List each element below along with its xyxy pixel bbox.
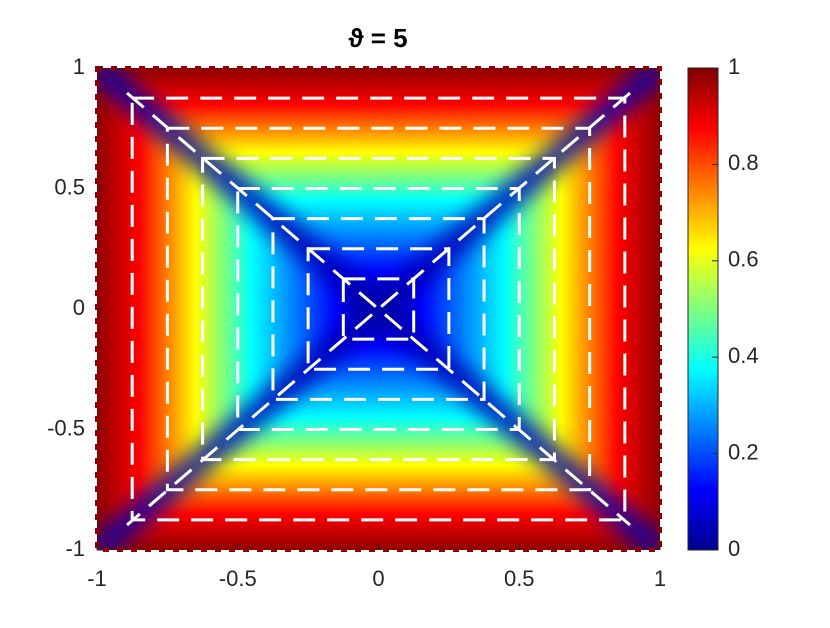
- x-tick-label: 1: [654, 566, 666, 591]
- colorbar-tick-label: 0.6: [728, 247, 759, 272]
- colorbar-tick-label: 1: [728, 54, 740, 79]
- y-tick-label: 0.5: [54, 174, 85, 199]
- y-tick-label: -0.5: [47, 415, 85, 440]
- y-tick-label: -1: [65, 536, 85, 561]
- x-tick-label: -0.5: [219, 566, 257, 591]
- director-line: [126, 91, 631, 527]
- y-tick-label: 0: [73, 295, 85, 320]
- director-line: [201, 156, 556, 462]
- x-tick-label: 0: [372, 566, 384, 591]
- director-line: [341, 277, 416, 341]
- director-line: [165, 126, 592, 492]
- x-tick-label: -1: [87, 566, 107, 591]
- director-line: [306, 247, 451, 371]
- x-tick-label: 0.5: [504, 566, 535, 591]
- colorbar: [687, 67, 719, 551]
- director-line: [236, 187, 521, 431]
- field: [97, 68, 660, 550]
- y-tick-label: 1: [73, 54, 85, 79]
- colorbar-tick-label: 0.8: [728, 150, 759, 175]
- director-line: [130, 96, 627, 522]
- chart-title: ϑ = 5: [348, 23, 407, 53]
- colorbar-tick-label: 0.4: [728, 343, 759, 368]
- colorbar-tick-label: 0: [728, 536, 740, 561]
- colorbar-tick-label: 0.2: [728, 439, 759, 464]
- director-line: [271, 217, 486, 401]
- director-line: [126, 91, 631, 527]
